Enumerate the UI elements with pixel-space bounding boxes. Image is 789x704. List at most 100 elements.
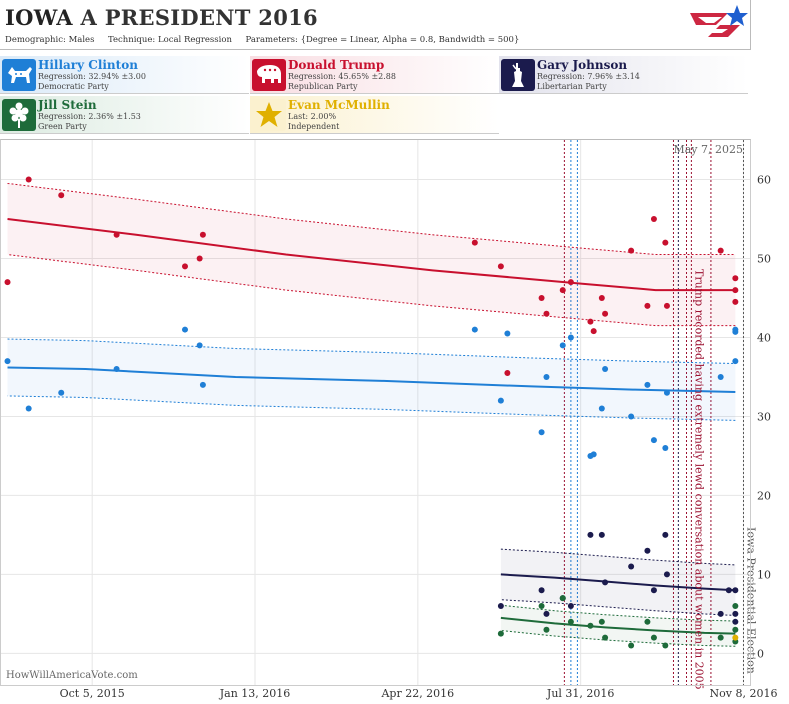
- poll-point: [725, 587, 732, 594]
- flower-icon: [2, 99, 36, 131]
- poll-point: [543, 373, 550, 380]
- site-logo-icon: [690, 5, 748, 37]
- candidate-party: Democratic Party: [38, 82, 109, 91]
- candidate-regression: Regression: 45.65% ±2.88: [288, 72, 396, 81]
- candidate-card-clinton[interactable]: Hillary Clinton Regression: 32.94% ±3.00…: [0, 56, 249, 94]
- title-state: IOWA: [5, 5, 73, 30]
- poll-point: [644, 302, 651, 309]
- band-lower-line: [500, 630, 736, 647]
- poll-point: [598, 294, 605, 301]
- poll-point: [559, 342, 566, 349]
- poll-point: [199, 381, 206, 388]
- candidate-card-mcmullin[interactable]: Evan McMullin Last: 2.00% Independent: [250, 96, 499, 134]
- poll-point: [644, 618, 651, 625]
- poll-point: [628, 642, 635, 649]
- poll-point: [663, 302, 670, 309]
- poll-point: [662, 531, 669, 538]
- poll-point: [602, 579, 609, 586]
- poll-point: [181, 326, 188, 333]
- poll-point: [567, 279, 574, 286]
- poll-point: [628, 413, 635, 420]
- poll-point: [628, 563, 635, 570]
- poll-point: [181, 263, 188, 270]
- donkey-icon: [2, 59, 36, 91]
- poll-point: [497, 263, 504, 270]
- poll-point: [602, 366, 609, 373]
- chart-area: 0 10 20 30 40 50 60 Oct 5, 2015 Jan 13, 2016 Apr …: [0, 139, 789, 704]
- candidate-card-trump[interactable]: Donald Trump Regression: 45.65% ±2.88 Re…: [250, 56, 499, 94]
- candidate-party: Republican Party: [288, 82, 358, 91]
- poll-point: [662, 445, 669, 452]
- header: IOWA A PRESIDENT 2016 Demographic: Males…: [0, 0, 751, 50]
- poll-point: [587, 531, 594, 538]
- poll-point: [717, 610, 724, 617]
- poll-point: [732, 610, 739, 617]
- poll-point: [598, 405, 605, 412]
- poll-point: [559, 287, 566, 294]
- poll-point: [471, 326, 478, 333]
- poll-point: [538, 587, 545, 594]
- poll-point: [732, 618, 739, 625]
- poll-point: [113, 366, 120, 373]
- candidate-party: Libertarian Party: [537, 82, 607, 91]
- poll-point: [628, 247, 635, 254]
- poll-point: [4, 279, 11, 286]
- poll-point: [662, 642, 669, 649]
- poll-point: [602, 634, 609, 641]
- poll-point: [732, 587, 739, 594]
- candidate-party: Green Party: [38, 122, 87, 131]
- poll-point: [663, 389, 670, 396]
- poll-point: [598, 618, 605, 625]
- poll-point: [717, 634, 724, 641]
- poll-point: [732, 634, 739, 641]
- poll-point: [25, 176, 32, 183]
- poll-point: [504, 330, 511, 337]
- poll-point: [196, 255, 203, 262]
- poll-point: [559, 595, 566, 602]
- y-tick-label: 40: [757, 331, 771, 344]
- liberty-statue-icon: [501, 59, 535, 91]
- poll-point: [732, 275, 739, 282]
- title-race: A PRESIDENT 2016: [80, 5, 318, 30]
- poll-point: [543, 610, 550, 617]
- poll-point: [567, 618, 574, 625]
- polling-chart: 0 10 20 30 40 50 60 Oct 5, 2015 Jan 13, 2016 Apr …: [1, 140, 777, 700]
- band-lower-line: [500, 599, 736, 616]
- band-upper-line: [7, 338, 736, 365]
- candidate-name: Jill Stein: [38, 98, 97, 112]
- candidate-regression: Regression: 2.36% ±1.53: [38, 112, 141, 121]
- x-tick-label: Jan 13, 2016: [219, 687, 291, 700]
- band-upper-line: [7, 182, 736, 256]
- y-tick-label: 10: [757, 568, 771, 581]
- poll-point: [543, 626, 550, 633]
- technique-label: Technique:: [107, 35, 156, 45]
- poll-point: [644, 381, 651, 388]
- elephant-icon: [252, 59, 286, 91]
- event-annotation: Trump recorded having extremely lewd con…: [692, 269, 705, 690]
- demographic-value: Males: [68, 35, 95, 45]
- poll-point: [590, 328, 597, 335]
- poll-point: [732, 326, 739, 333]
- star-icon: [252, 99, 286, 131]
- demographic-label: Demographic:: [5, 35, 66, 45]
- candidate-card-johnson[interactable]: Gary Johnson Regression: 7.96% ±3.14 Lib…: [499, 56, 748, 94]
- x-tick-label: Jul 31, 2016: [546, 687, 615, 700]
- poll-point: [538, 294, 545, 301]
- poll-point: [497, 397, 504, 404]
- trend-line: [500, 616, 736, 635]
- poll-point: [113, 231, 120, 238]
- poll-point: [25, 405, 32, 412]
- trend-line: [7, 366, 736, 393]
- band-upper-line: [500, 604, 736, 622]
- parameters-line: Demographic: Males Technique: Local Regr…: [5, 35, 519, 45]
- y-tick-label: 30: [757, 410, 771, 423]
- candidate-regression: Regression: 32.94% ±3.00: [38, 72, 146, 81]
- candidate-card-stein[interactable]: Jill Stein Regression: 2.36% ±1.53 Green…: [0, 96, 249, 134]
- poll-point: [662, 239, 669, 246]
- poll-point: [590, 451, 597, 458]
- poll-point: [644, 547, 651, 554]
- parameters-label: Parameters:: [245, 35, 298, 45]
- poll-point: [717, 247, 724, 254]
- poll-point: [732, 626, 739, 633]
- poll-point: [717, 373, 724, 380]
